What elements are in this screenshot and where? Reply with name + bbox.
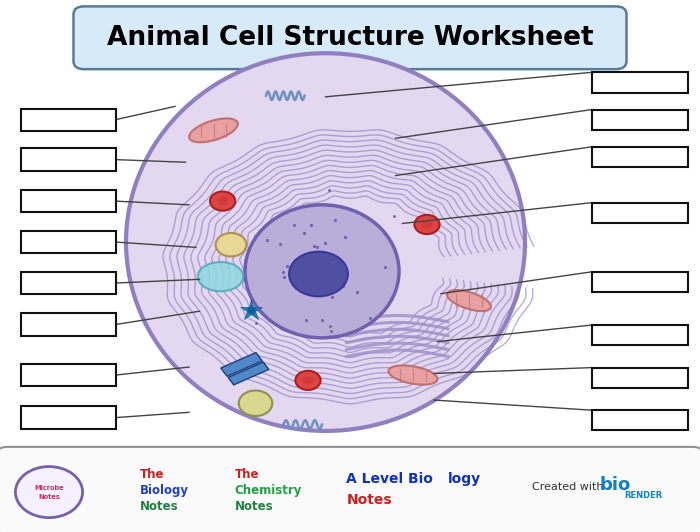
Text: Created with: Created with [532, 482, 603, 492]
Text: Animal Cell Structure Worksheet: Animal Cell Structure Worksheet [106, 25, 594, 51]
Text: RENDER: RENDER [624, 492, 663, 500]
Ellipse shape [189, 119, 238, 142]
FancyBboxPatch shape [74, 6, 626, 69]
FancyBboxPatch shape [592, 203, 688, 223]
Circle shape [216, 233, 246, 256]
Text: Notes: Notes [140, 500, 178, 513]
FancyBboxPatch shape [21, 406, 116, 429]
FancyBboxPatch shape [592, 147, 688, 167]
FancyBboxPatch shape [21, 272, 116, 294]
Ellipse shape [447, 290, 491, 311]
Text: Notes: Notes [346, 493, 392, 507]
Ellipse shape [197, 262, 244, 292]
Circle shape [217, 197, 228, 205]
Circle shape [15, 467, 83, 518]
FancyBboxPatch shape [21, 190, 116, 212]
Text: logy: logy [448, 472, 481, 486]
Polygon shape [220, 353, 262, 376]
FancyBboxPatch shape [21, 109, 116, 131]
Text: Notes: Notes [38, 494, 60, 501]
Polygon shape [228, 362, 269, 385]
Circle shape [421, 220, 433, 229]
Circle shape [302, 376, 314, 385]
FancyBboxPatch shape [0, 447, 700, 532]
Text: Biology: Biology [140, 484, 189, 497]
Circle shape [210, 192, 235, 211]
Text: Microbe: Microbe [34, 485, 64, 492]
FancyBboxPatch shape [21, 313, 116, 336]
FancyBboxPatch shape [592, 72, 688, 93]
Ellipse shape [389, 365, 438, 385]
FancyBboxPatch shape [592, 110, 688, 130]
Text: The: The [140, 468, 164, 481]
FancyBboxPatch shape [592, 325, 688, 345]
Ellipse shape [126, 53, 525, 431]
FancyBboxPatch shape [592, 368, 688, 388]
Text: bio: bio [600, 476, 631, 494]
FancyBboxPatch shape [21, 148, 116, 171]
Circle shape [295, 371, 321, 390]
FancyBboxPatch shape [592, 410, 688, 430]
FancyBboxPatch shape [592, 272, 688, 292]
Circle shape [239, 390, 272, 416]
Circle shape [414, 215, 440, 234]
Text: A Level Bio: A Level Bio [346, 472, 433, 486]
Circle shape [289, 252, 348, 296]
FancyBboxPatch shape [21, 364, 116, 386]
Text: The: The [234, 468, 259, 481]
FancyBboxPatch shape [21, 231, 116, 253]
Text: Notes: Notes [234, 500, 273, 513]
Ellipse shape [245, 205, 399, 338]
Text: Chemistry: Chemistry [234, 484, 302, 497]
